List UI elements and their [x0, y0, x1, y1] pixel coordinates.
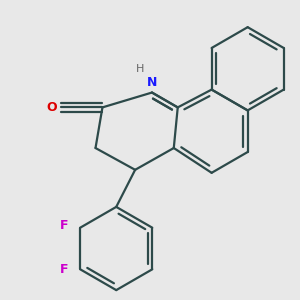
Text: N: N	[147, 76, 157, 88]
Text: O: O	[46, 101, 57, 114]
Text: F: F	[60, 219, 68, 232]
Text: F: F	[60, 263, 68, 276]
Text: H: H	[136, 64, 144, 74]
